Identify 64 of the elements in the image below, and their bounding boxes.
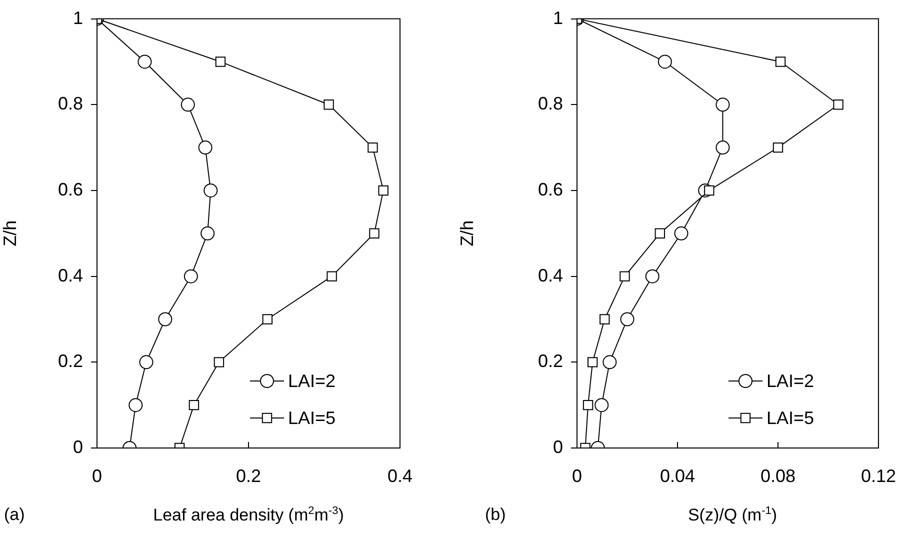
x-axis-title: S(z)/Q (m$^{-1}$) (686, 505, 778, 526)
point (378, 185, 388, 196)
point (772, 142, 784, 153)
point (833, 100, 844, 110)
point (200, 226, 215, 240)
point (324, 100, 334, 110)
text: (b) (485, 505, 506, 525)
y-tick-label: 0.6 (538, 179, 563, 200)
point (775, 56, 786, 67)
y-tick-label: 0 (72, 436, 83, 457)
legend-label: LAI=5 (288, 408, 336, 428)
point (602, 355, 617, 370)
x-tick-label: 0.12 (860, 466, 896, 486)
y-tick-label: 0.6 (58, 179, 83, 200)
point (215, 56, 226, 67)
point (658, 54, 672, 69)
point (600, 314, 610, 324)
point (204, 183, 218, 198)
point (262, 314, 273, 324)
point (704, 185, 714, 196)
point (716, 140, 730, 155)
x-tick-label: 0.4 (387, 466, 413, 486)
point (138, 54, 152, 69)
y-tick-label: 0.8 (58, 94, 83, 114)
legend-label: LAI=5 (766, 408, 814, 428)
x-tick-label: 0.2 (236, 466, 262, 486)
point (198, 140, 212, 155)
point (654, 228, 666, 238)
point (620, 312, 634, 326)
point (180, 98, 195, 112)
point (582, 400, 594, 410)
x-tick-label: 0.08 (760, 466, 796, 486)
x-axis-title: Leaf area density (m$^{2}$m$^{-3}$) (152, 505, 345, 526)
legend-label: LAI=2 (766, 370, 814, 391)
y-tick-label: 0.2 (58, 351, 83, 372)
y-tick-label: 0.4 (58, 265, 83, 286)
point (128, 398, 143, 412)
y-tick-label: 0.4 (538, 265, 563, 286)
legend-label: LAI=2 (288, 370, 336, 391)
point (368, 142, 378, 153)
point (188, 400, 200, 410)
y-axis-title: Z/h (0, 220, 20, 246)
y-tick-label: 0 (552, 436, 563, 457)
text: (a) (4, 505, 25, 525)
point (214, 357, 224, 368)
y-tick-label: 0.2 (538, 351, 563, 372)
point (645, 269, 660, 284)
point (158, 312, 172, 326)
y-axis-title: Z/h (456, 220, 477, 246)
point (139, 355, 154, 370)
x-tick-label: 0.04 (660, 466, 696, 486)
y-tick-label: 1 (552, 8, 563, 28)
point (594, 398, 609, 412)
y-tick-label: 1 (72, 8, 83, 28)
point (587, 357, 598, 368)
x-tick-label: 0 (92, 466, 102, 486)
point (184, 269, 198, 284)
x-tick-label: 0 (572, 466, 582, 486)
point (620, 271, 630, 282)
point (326, 271, 337, 282)
point (369, 228, 380, 238)
point (674, 226, 688, 240)
y-tick-label: 0.8 (538, 94, 563, 114)
point (716, 98, 730, 112)
